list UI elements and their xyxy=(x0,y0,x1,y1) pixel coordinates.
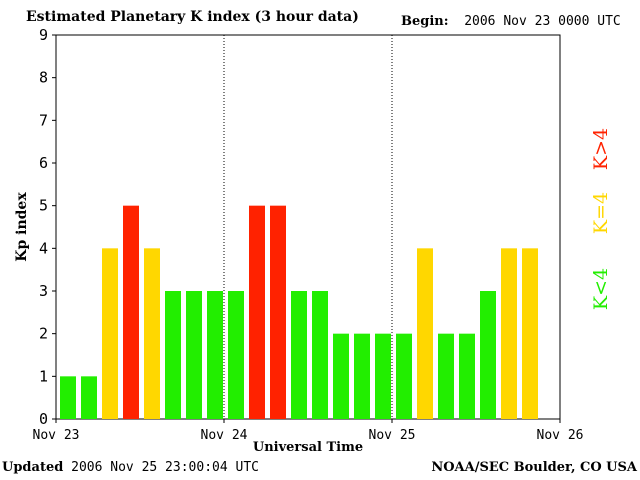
updated-time: Updated 2006 Nov 25 23:00:04 UTC xyxy=(2,460,259,475)
x-tick-label: Nov 26 xyxy=(537,428,584,443)
y-tick-label: 3 xyxy=(39,282,48,300)
y-tick-label: 6 xyxy=(39,154,48,172)
kp-bar xyxy=(501,248,517,419)
bars xyxy=(60,205,538,419)
x-tick-label: Nov 24 xyxy=(201,428,248,443)
legend-k-equal-4: K=4 xyxy=(590,191,612,235)
kp-bar xyxy=(207,291,223,419)
chart-title: Estimated Planetary K index (3 hour data… xyxy=(26,9,359,25)
x-tick-label: Nov 25 xyxy=(369,428,416,443)
kp-bar xyxy=(375,333,391,419)
kp-bar xyxy=(270,205,286,419)
kp-bar xyxy=(459,333,475,419)
y-tick-label: 4 xyxy=(39,239,48,257)
kp-bar xyxy=(144,248,160,419)
day-separators xyxy=(223,35,393,419)
kp-bar xyxy=(480,291,496,419)
x-tick-label: Nov 23 xyxy=(33,428,80,443)
begin-value: 2006 Nov 23 0000 UTC xyxy=(464,14,621,29)
legend-k-above-4: K>4 xyxy=(590,127,612,171)
y-tick-label: 1 xyxy=(39,367,48,385)
kp-bar xyxy=(228,291,244,419)
kp-bar xyxy=(522,248,538,419)
kp-bar xyxy=(354,333,370,419)
y-tick-label: 7 xyxy=(39,111,48,129)
kp-bar xyxy=(396,333,412,419)
plot-frame xyxy=(55,34,561,420)
kp-bar xyxy=(417,248,433,419)
kp-bar xyxy=(291,291,307,419)
updated-value: 2006 Nov 25 23:00:04 UTC xyxy=(71,460,259,475)
x-axis-label: Universal Time xyxy=(252,440,364,455)
kp-bar xyxy=(249,205,265,419)
updated-label: Updated xyxy=(2,460,64,475)
kp-bar xyxy=(81,376,97,419)
y-axis-label: Kp index xyxy=(14,192,30,262)
plot-border xyxy=(55,34,561,420)
kp-bar xyxy=(102,248,118,419)
y-tick-label: 9 xyxy=(39,26,48,44)
begin-label: Begin: xyxy=(401,14,449,29)
kp-bar xyxy=(438,333,454,419)
kp-bar xyxy=(165,291,181,419)
y-tick-label: 0 xyxy=(39,410,48,428)
kp-bar xyxy=(123,205,139,419)
kp-bar xyxy=(60,376,76,419)
y-tick-label: 8 xyxy=(39,69,48,87)
kp-bar xyxy=(333,333,349,419)
credit: NOAA/SEC Boulder, CO USA xyxy=(431,460,637,475)
x-axis: Nov 23 Nov 24 Nov 25 Nov 26 xyxy=(33,419,584,443)
kp-bar xyxy=(186,291,202,419)
legend-k-below-4: K<4 xyxy=(590,267,612,311)
y-tick-label: 5 xyxy=(39,197,48,215)
begin-time: Begin: 2006 Nov 23 0000 UTC xyxy=(401,14,621,29)
kp-bar xyxy=(312,291,328,419)
y-tick-label: 2 xyxy=(39,325,48,343)
y-axis: 0 1 2 3 4 5 6 7 8 9 xyxy=(39,26,56,428)
